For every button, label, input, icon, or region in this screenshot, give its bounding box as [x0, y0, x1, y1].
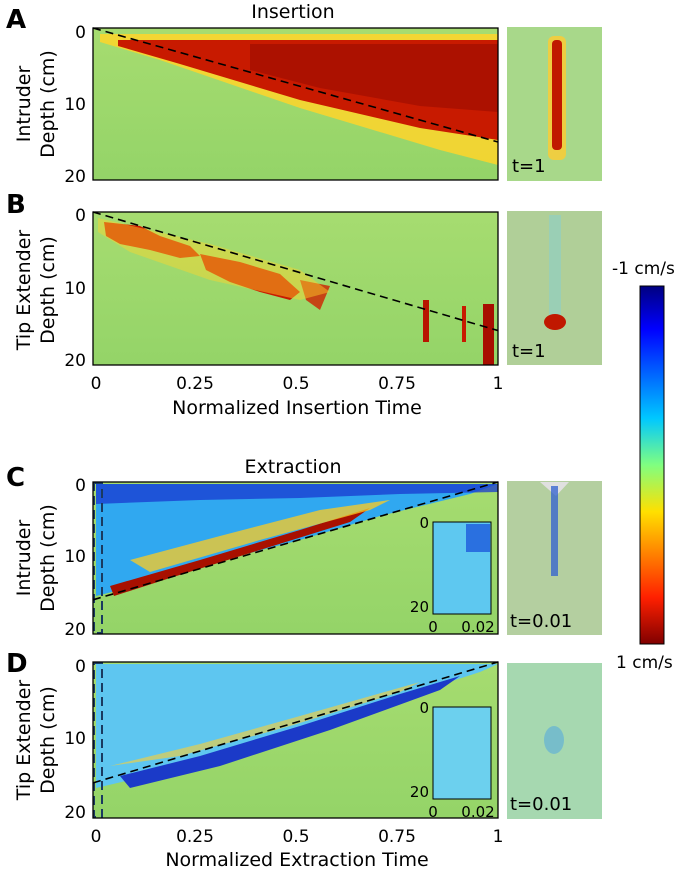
- panel-c-dark-blue-band: [96, 484, 498, 504]
- panel-b-snapshot-channel: [549, 215, 561, 315]
- panel-a-snapshot-column: [552, 40, 562, 150]
- panel-d-ytick-0: 0: [75, 657, 86, 677]
- panel-d-yaxis-label-line1: Tip Extender: [13, 680, 35, 802]
- panel-c-title: Extraction: [245, 456, 342, 478]
- colorbar: [639, 285, 665, 645]
- panel-c-ytick-0: 0: [75, 476, 86, 496]
- panel-b-xaxis-label: Normalized Insertion Time: [172, 397, 422, 419]
- panel-c-ytick-20: 20: [64, 620, 86, 640]
- panel-d-snapshot-time: t=0.01: [510, 794, 572, 815]
- panel-a-dark-band: [250, 44, 498, 112]
- panel-c-snapshot-time: t=0.01: [510, 611, 572, 632]
- panel-c-yaxis-label-line2: Depth (cm): [37, 504, 59, 612]
- panel-d-reference-line: [92, 661, 499, 784]
- panel-b-yaxis-label-line2: Depth (cm): [37, 236, 59, 344]
- panel-c-inset-xtick-1: 0.02: [461, 618, 494, 636]
- panel-c-yaxis-label-line1: Intruder: [13, 520, 35, 597]
- colorbar-top-label: -1 cm/s: [612, 259, 675, 279]
- panel-b-snapshot-tip: [544, 314, 566, 330]
- panel-b-xtick-05: 0.5: [282, 374, 309, 394]
- panel-d-dark-blue-edge: [120, 676, 460, 788]
- panel-d-xtick-0: 0: [91, 827, 102, 847]
- panel-d-xtick-025: 0.25: [176, 827, 214, 847]
- panel-d-xtick-075: 0.75: [378, 827, 416, 847]
- panel-d-inset-xtick-0: 0: [428, 803, 438, 821]
- panel-b-heatmap: [92, 211, 499, 366]
- panel-b-ytick-0: 0: [75, 206, 86, 226]
- panel-d-zoom-box: [93, 662, 103, 818]
- panel-b-red-patch-2: [200, 254, 300, 300]
- panel-c-inset-ytick-0: 0: [419, 514, 429, 532]
- panel-c-reference-line: [92, 481, 499, 601]
- panel-d-xaxis-label: Normalized Extraction Time: [165, 849, 428, 871]
- panel-b-yaxis-label-line1: Tip Extender: [13, 230, 35, 352]
- panel-letter-d: D: [6, 649, 28, 679]
- panel-b-reference-line: [92, 211, 499, 332]
- panel-d-inset: 0 20 0 0.02: [410, 699, 495, 821]
- panel-b-xtick-0: 0: [91, 374, 102, 394]
- panel-c-yellow-edge: [130, 500, 390, 572]
- panel-a-yaxis-label-line1: Intruder: [13, 66, 35, 143]
- panel-d-yaxis-label-line2: Depth (cm): [37, 686, 59, 794]
- panel-c-inset-ytick-1: 20: [410, 598, 429, 616]
- panel-b-red-patch-3: [300, 280, 330, 310]
- panel-b-snapshot-time: t=1: [512, 341, 546, 362]
- panel-a-yaxis-label-line2: Depth (cm): [37, 50, 59, 158]
- panel-d-heatmap: [92, 661, 499, 819]
- panel-b-red-patch-1: [104, 222, 200, 258]
- panel-d-inset-ytick-0: 0: [419, 699, 429, 717]
- panel-letter-a: A: [6, 5, 26, 35]
- panel-b-red-spike-3: [483, 304, 494, 365]
- panel-d-ytick-10: 10: [64, 729, 86, 749]
- panel-b-ytick-10: 10: [64, 279, 86, 299]
- panel-b-red-spike-2: [462, 306, 466, 342]
- panel-b-red-spike-1: [423, 300, 429, 342]
- panel-d-snapshot-blue-spot: [544, 726, 564, 754]
- panel-a-reference-line: [92, 27, 499, 143]
- panel-b-snapshot: t=1: [507, 211, 602, 365]
- panel-a-ytick-0: 0: [75, 23, 86, 43]
- colorbar-bottom-label: 1 cm/s: [616, 653, 673, 673]
- panel-d-inset-frame: [432, 706, 492, 800]
- panel-c-snapshot: t=0.01: [507, 481, 602, 635]
- panel-b-xtick-025: 0.25: [176, 374, 214, 394]
- panel-b-frame: [92, 211, 499, 366]
- panel-letter-c: C: [6, 463, 25, 493]
- panel-b-yellow-patch: [98, 218, 330, 300]
- panel-c-snapshot-column: [551, 486, 558, 576]
- panel-d-inset-field: [433, 707, 491, 799]
- panel-c-zoom-box: [93, 482, 103, 634]
- panel-c-heatmap: [92, 481, 499, 635]
- panel-c-frame: [92, 481, 499, 635]
- panel-a-ytick-20: 20: [64, 167, 86, 187]
- panel-letter-b: B: [6, 190, 26, 220]
- panel-d-xtick-05: 0.5: [282, 827, 309, 847]
- panel-c-ytick-10: 10: [64, 547, 86, 567]
- panel-a-title: Insertion: [251, 1, 334, 23]
- panel-c-inset: 0 20 0 0.02: [410, 514, 495, 636]
- panel-c-inset-xtick-0: 0: [428, 618, 438, 636]
- panel-b-xtick-1: 1: [493, 374, 504, 394]
- panel-a-snapshot: t=1: [507, 27, 602, 181]
- panel-b-ytick-20: 20: [64, 351, 86, 371]
- panel-d-snapshot: t=0.01: [507, 663, 602, 819]
- panel-a-ytick-10: 10: [64, 95, 86, 115]
- panel-d-xtick-1: 1: [493, 827, 504, 847]
- panel-c-inset-frame: [432, 521, 492, 615]
- panel-a-frame: [92, 27, 499, 181]
- panel-c-inset-dark-area: [466, 524, 490, 552]
- panel-d-inset-xtick-1: 0.02: [461, 803, 494, 821]
- panel-d-ytick-20: 20: [64, 803, 86, 823]
- panel-a-snapshot-time: t=1: [512, 156, 546, 177]
- panel-d-frame: [92, 661, 499, 819]
- panel-c-red-edge: [110, 508, 370, 596]
- panel-a-heatmap: [92, 27, 499, 181]
- panel-b-xtick-075: 0.75: [378, 374, 416, 394]
- panel-d-inset-ytick-1: 20: [410, 783, 429, 801]
